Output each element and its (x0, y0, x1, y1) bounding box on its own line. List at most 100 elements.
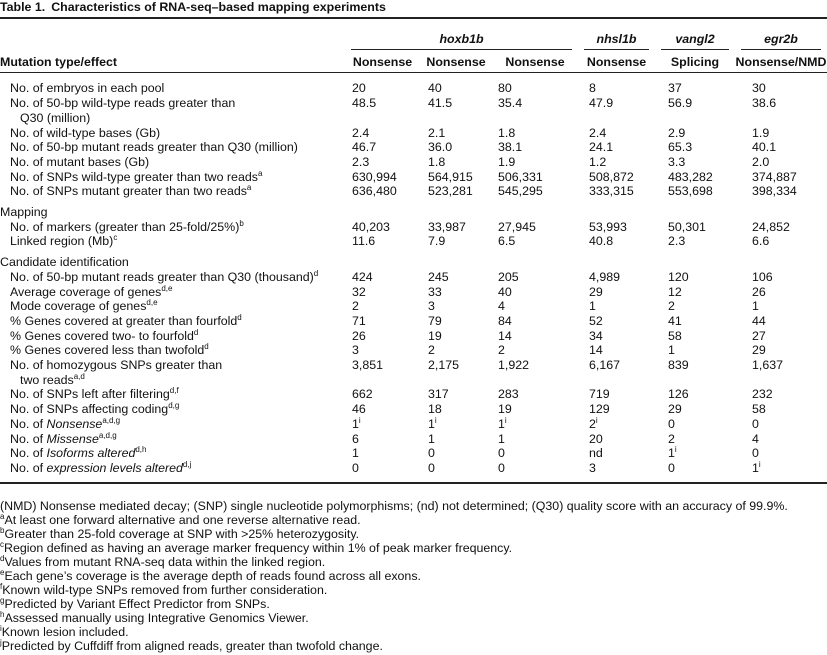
cell-value: 283 (498, 387, 519, 402)
cell-value: 6 (352, 431, 359, 446)
cell: 2,175 (420, 358, 492, 387)
cell-value: 40,203 (352, 219, 390, 234)
cell: 40.1 (735, 140, 827, 155)
footnote: gPredicted by Variant Effect Predictor f… (0, 597, 827, 612)
cell: 1 (578, 299, 655, 314)
cell-value: 1 (428, 416, 435, 431)
row-label: No. of wild-type bases (Gb) (0, 126, 345, 141)
cell-value: 1.8 (428, 154, 446, 169)
row-label: % Genes covered at greater than fourfold… (0, 313, 345, 329)
cell-value: 508,872 (589, 169, 634, 184)
footnote: cRegion defined as having an average mar… (0, 540, 827, 556)
cell: 24,852 (735, 220, 827, 235)
cell: 662 (345, 387, 420, 402)
cell-value: 564,915 (428, 169, 473, 184)
cell-value: 0 (752, 446, 759, 461)
cell: 6.6 (735, 234, 827, 249)
cell-value: 40.1 (752, 140, 777, 155)
cell: 317 (420, 387, 492, 402)
label-note: a,d,g (102, 415, 121, 425)
cell: 3 (578, 460, 655, 484)
footnote-mark: h (0, 610, 5, 619)
label-line: Linked region (Mb)c (10, 233, 118, 249)
cell: 40 (492, 285, 578, 300)
cell: 0 (735, 417, 827, 432)
cell-value: 32 (352, 284, 366, 299)
cell-value: 56.9 (668, 96, 693, 111)
cell-value: 545,295 (498, 184, 543, 199)
cell-value: 1 (352, 446, 359, 461)
cell-value: 1 (498, 431, 505, 446)
table-number: Table 1. (0, 0, 46, 14)
cell: 839 (655, 358, 735, 387)
cell: 2 (655, 432, 735, 447)
cell-value: 29 (752, 343, 766, 358)
group-header: vangl2 (655, 32, 735, 50)
cell-value: 20 (352, 81, 366, 96)
cell-value: 126 (668, 387, 689, 402)
cell: 1.9 (735, 126, 827, 141)
cell: 2 (345, 299, 420, 314)
cell-value: 3 (352, 343, 359, 358)
section-row: Mapping (0, 199, 827, 220)
group-name: nhsl1b (584, 32, 649, 50)
cell-value: 4 (752, 431, 759, 446)
cell-value: 719 (589, 387, 610, 402)
cell: 53,993 (578, 220, 655, 235)
cell: 24.1 (578, 140, 655, 155)
cell-value: 2 (498, 343, 505, 358)
cell: 56.9 (655, 96, 735, 125)
cell: 58 (735, 402, 827, 417)
cell: 19 (420, 329, 492, 344)
cell: 46.7 (345, 140, 420, 155)
cell-value: 1.8 (498, 125, 516, 140)
cell: 6 (345, 432, 420, 447)
cell-value: 46.7 (352, 140, 377, 155)
column-header: Nonsense/NMD (735, 49, 827, 74)
label-line: Mode coverage of genesd,e (10, 298, 158, 314)
data-row: % Genes covered two- to fourfoldd 26 19 14 3… (0, 328, 827, 344)
label-note: d,h (135, 445, 147, 455)
data-row: No. of expression levels alteredd,j 0 0 0 3 0… (0, 459, 827, 484)
cell-value: 6,167 (589, 358, 621, 373)
footnote-mark: i (0, 624, 2, 633)
cell: 3,851 (345, 358, 420, 387)
footnote-mark: d (0, 554, 5, 563)
cell-value: 40.8 (589, 234, 614, 249)
column-header: Nonsense (345, 49, 420, 74)
cell: 205 (492, 270, 578, 285)
column-header: Nonsense (492, 49, 578, 74)
cell-value: 12 (668, 284, 682, 299)
cell-value: 24,852 (752, 219, 790, 234)
label-line: No. of Nonsensea,d,g (10, 415, 121, 431)
cell-note: i (674, 445, 677, 455)
row-label: % Genes covered two- to fourfoldd (0, 328, 345, 344)
cell-value: 46 (352, 402, 366, 417)
cell-value: 19 (498, 402, 512, 417)
data-row: No. of SNPs mutant greater than two read… (0, 184, 827, 199)
cell-value: 424 (352, 269, 373, 284)
data-row: No. of Nonsensea,d,g 1i 1i 1i 2i 0 0 (0, 415, 827, 432)
cell-value: 7.9 (428, 234, 446, 249)
cell-value: 506,331 (498, 169, 543, 184)
cell: 40,203 (345, 220, 420, 235)
cell-value: 65.3 (668, 140, 693, 155)
cell-value: 53,993 (589, 219, 627, 234)
data-row: % Genes covered at greater than fourfold… (0, 313, 827, 329)
footnote-text: Known wild-type SNPs removed from furthe… (2, 583, 328, 597)
cell: 1 (420, 432, 492, 447)
footnote-mark: c (0, 540, 4, 549)
cell: 1,922 (492, 358, 578, 387)
cell: 2 (420, 343, 492, 358)
cell-value: 205 (498, 269, 519, 284)
label-note: d,j (182, 459, 192, 469)
cell-value: 1 (498, 416, 505, 431)
cell: 564,915 (420, 170, 492, 185)
label-note: b (239, 218, 244, 228)
cell: 0 (655, 417, 735, 432)
cell-value: 232 (752, 387, 773, 402)
label-note: d,g (168, 401, 180, 411)
section-title: Mapping (0, 205, 48, 220)
cell: 79 (420, 314, 492, 329)
cell: 1.8 (492, 126, 578, 141)
